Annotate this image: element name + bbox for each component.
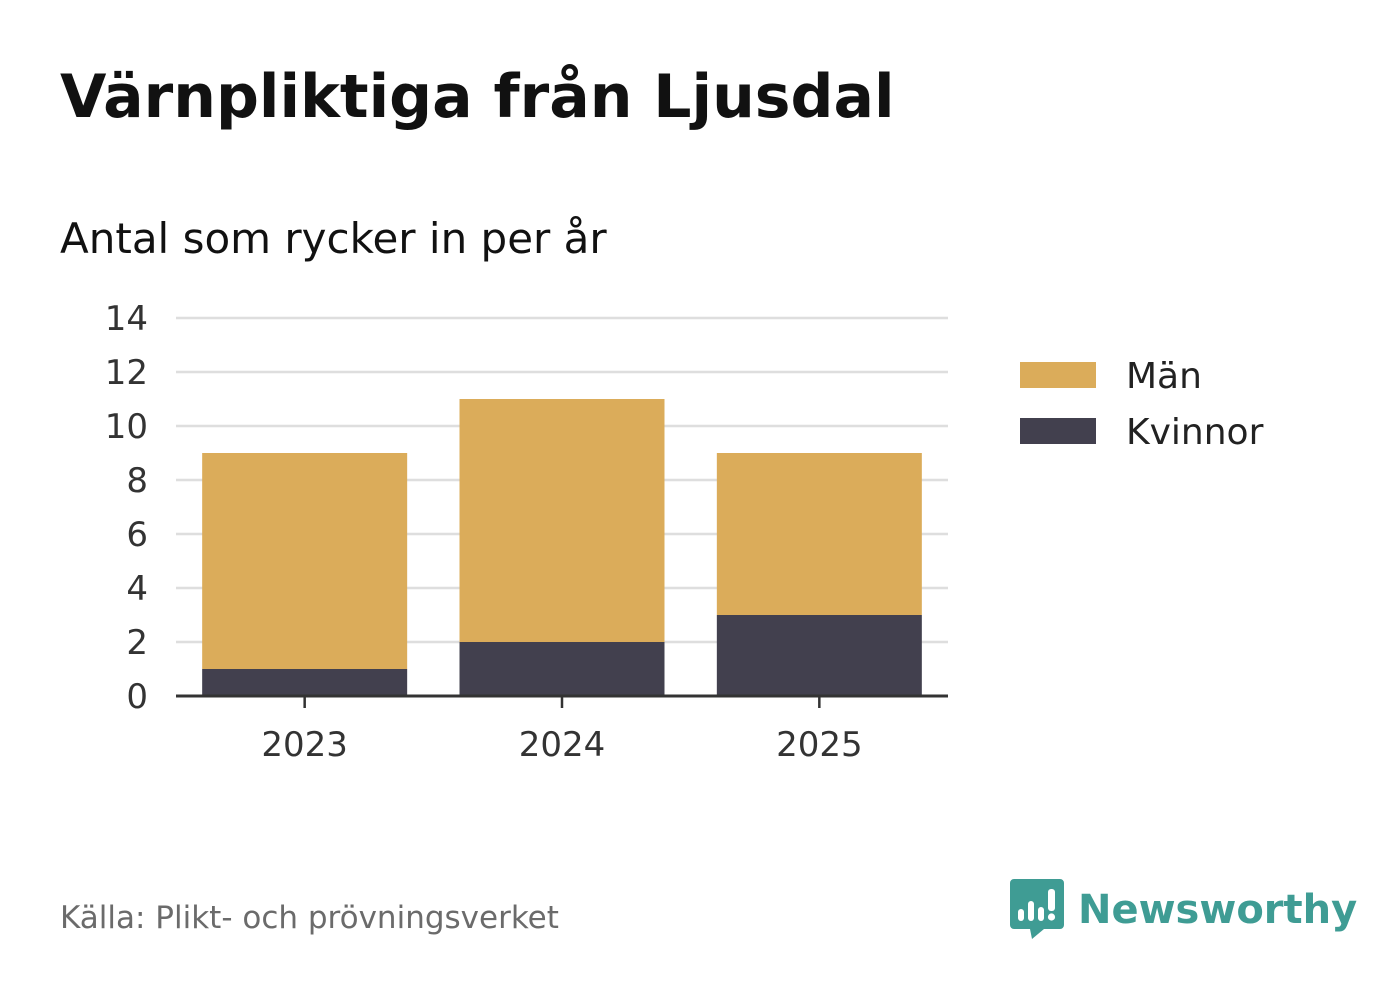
bar-women-2024 (459, 642, 665, 696)
axes: 0 2 4 6 8 10 12 14 2023 2024 2025 (105, 299, 948, 765)
bars (202, 399, 922, 696)
bar-men-2025 (716, 453, 922, 615)
bar-men-2023 (202, 453, 408, 669)
y-tick-label: 4 (126, 569, 148, 609)
newsworthy-logo-icon (1010, 879, 1064, 939)
y-tick-label: 12 (105, 353, 148, 393)
legend-label-women: Kvinnor (1126, 412, 1264, 453)
x-tick-label: 2025 (776, 725, 863, 765)
y-tick-label: 0 (126, 677, 148, 717)
y-tick-label: 14 (105, 299, 148, 339)
y-tick-label: 6 (126, 515, 148, 555)
chart-title: Värnpliktiga från Ljusdal (60, 62, 895, 132)
y-tick-label: 2 (126, 623, 148, 663)
source-note: Källa: Plikt- och prövningsverket (60, 900, 559, 936)
x-tick-label: 2023 (261, 725, 348, 765)
chart-subtitle: Antal som rycker in per år (60, 214, 607, 263)
bar-women-2023 (202, 669, 408, 696)
legend-swatch-men (1020, 362, 1096, 388)
bar-women-2025 (716, 615, 922, 696)
legend-swatch-women (1020, 418, 1096, 444)
y-tick-label: 8 (126, 461, 148, 501)
brand-name: Newsworthy (1078, 887, 1358, 933)
x-tick-label: 2024 (519, 725, 606, 765)
bar-men-2024 (459, 399, 665, 642)
legend-label-men: Män (1126, 356, 1202, 397)
legend: Män Kvinnor (1020, 356, 1264, 453)
newsworthy-logo: Newsworthy (1010, 878, 1357, 942)
y-tick-label: 10 (105, 407, 148, 447)
